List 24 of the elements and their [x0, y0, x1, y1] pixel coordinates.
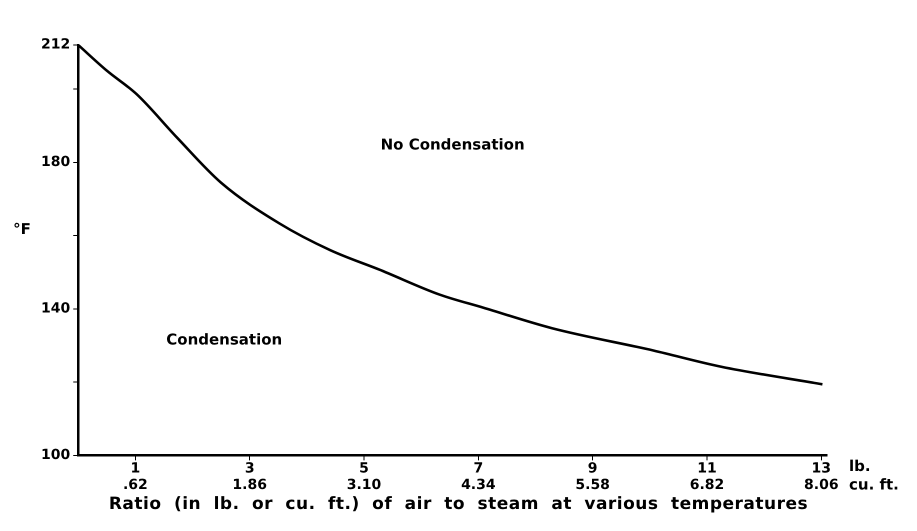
annotation: Condensation	[166, 330, 282, 348]
x2-tick-label: 5.58	[575, 477, 610, 494]
y-tick-label: 180	[40, 154, 70, 170]
x-tick-label: 7	[473, 460, 484, 476]
x2-tick-label: 4.34	[461, 477, 496, 494]
x-axis-title: lb.	[849, 457, 871, 476]
x2-tick-label: 8.06	[804, 477, 839, 494]
text: Ratio (in lb. or cu. ft.) of air to steam at various temperatures	[108, 494, 810, 514]
x-tick-label: 9	[588, 460, 598, 476]
x-tick-label: 1	[130, 460, 140, 476]
x2-tick-label: 6.82	[690, 477, 724, 494]
x2-tick-label: .62	[122, 477, 148, 494]
x-tick-label: 13	[812, 460, 832, 476]
y-tick-label: 140	[40, 300, 70, 316]
annotation: No Condensation	[380, 135, 525, 154]
y-tick-label: 212	[40, 36, 70, 53]
x2-tick-label: 1.86	[232, 477, 267, 494]
x-tick-label: 5	[359, 460, 369, 476]
y-tick-label: 100	[40, 447, 70, 464]
y-axis-title: °F	[13, 220, 31, 238]
x-tick-label: 11	[697, 460, 717, 476]
x2-tick-label: 3.10	[346, 477, 382, 494]
x2-axis-title: cu. ft.	[849, 475, 899, 494]
x-tick-label: 3	[244, 460, 255, 476]
